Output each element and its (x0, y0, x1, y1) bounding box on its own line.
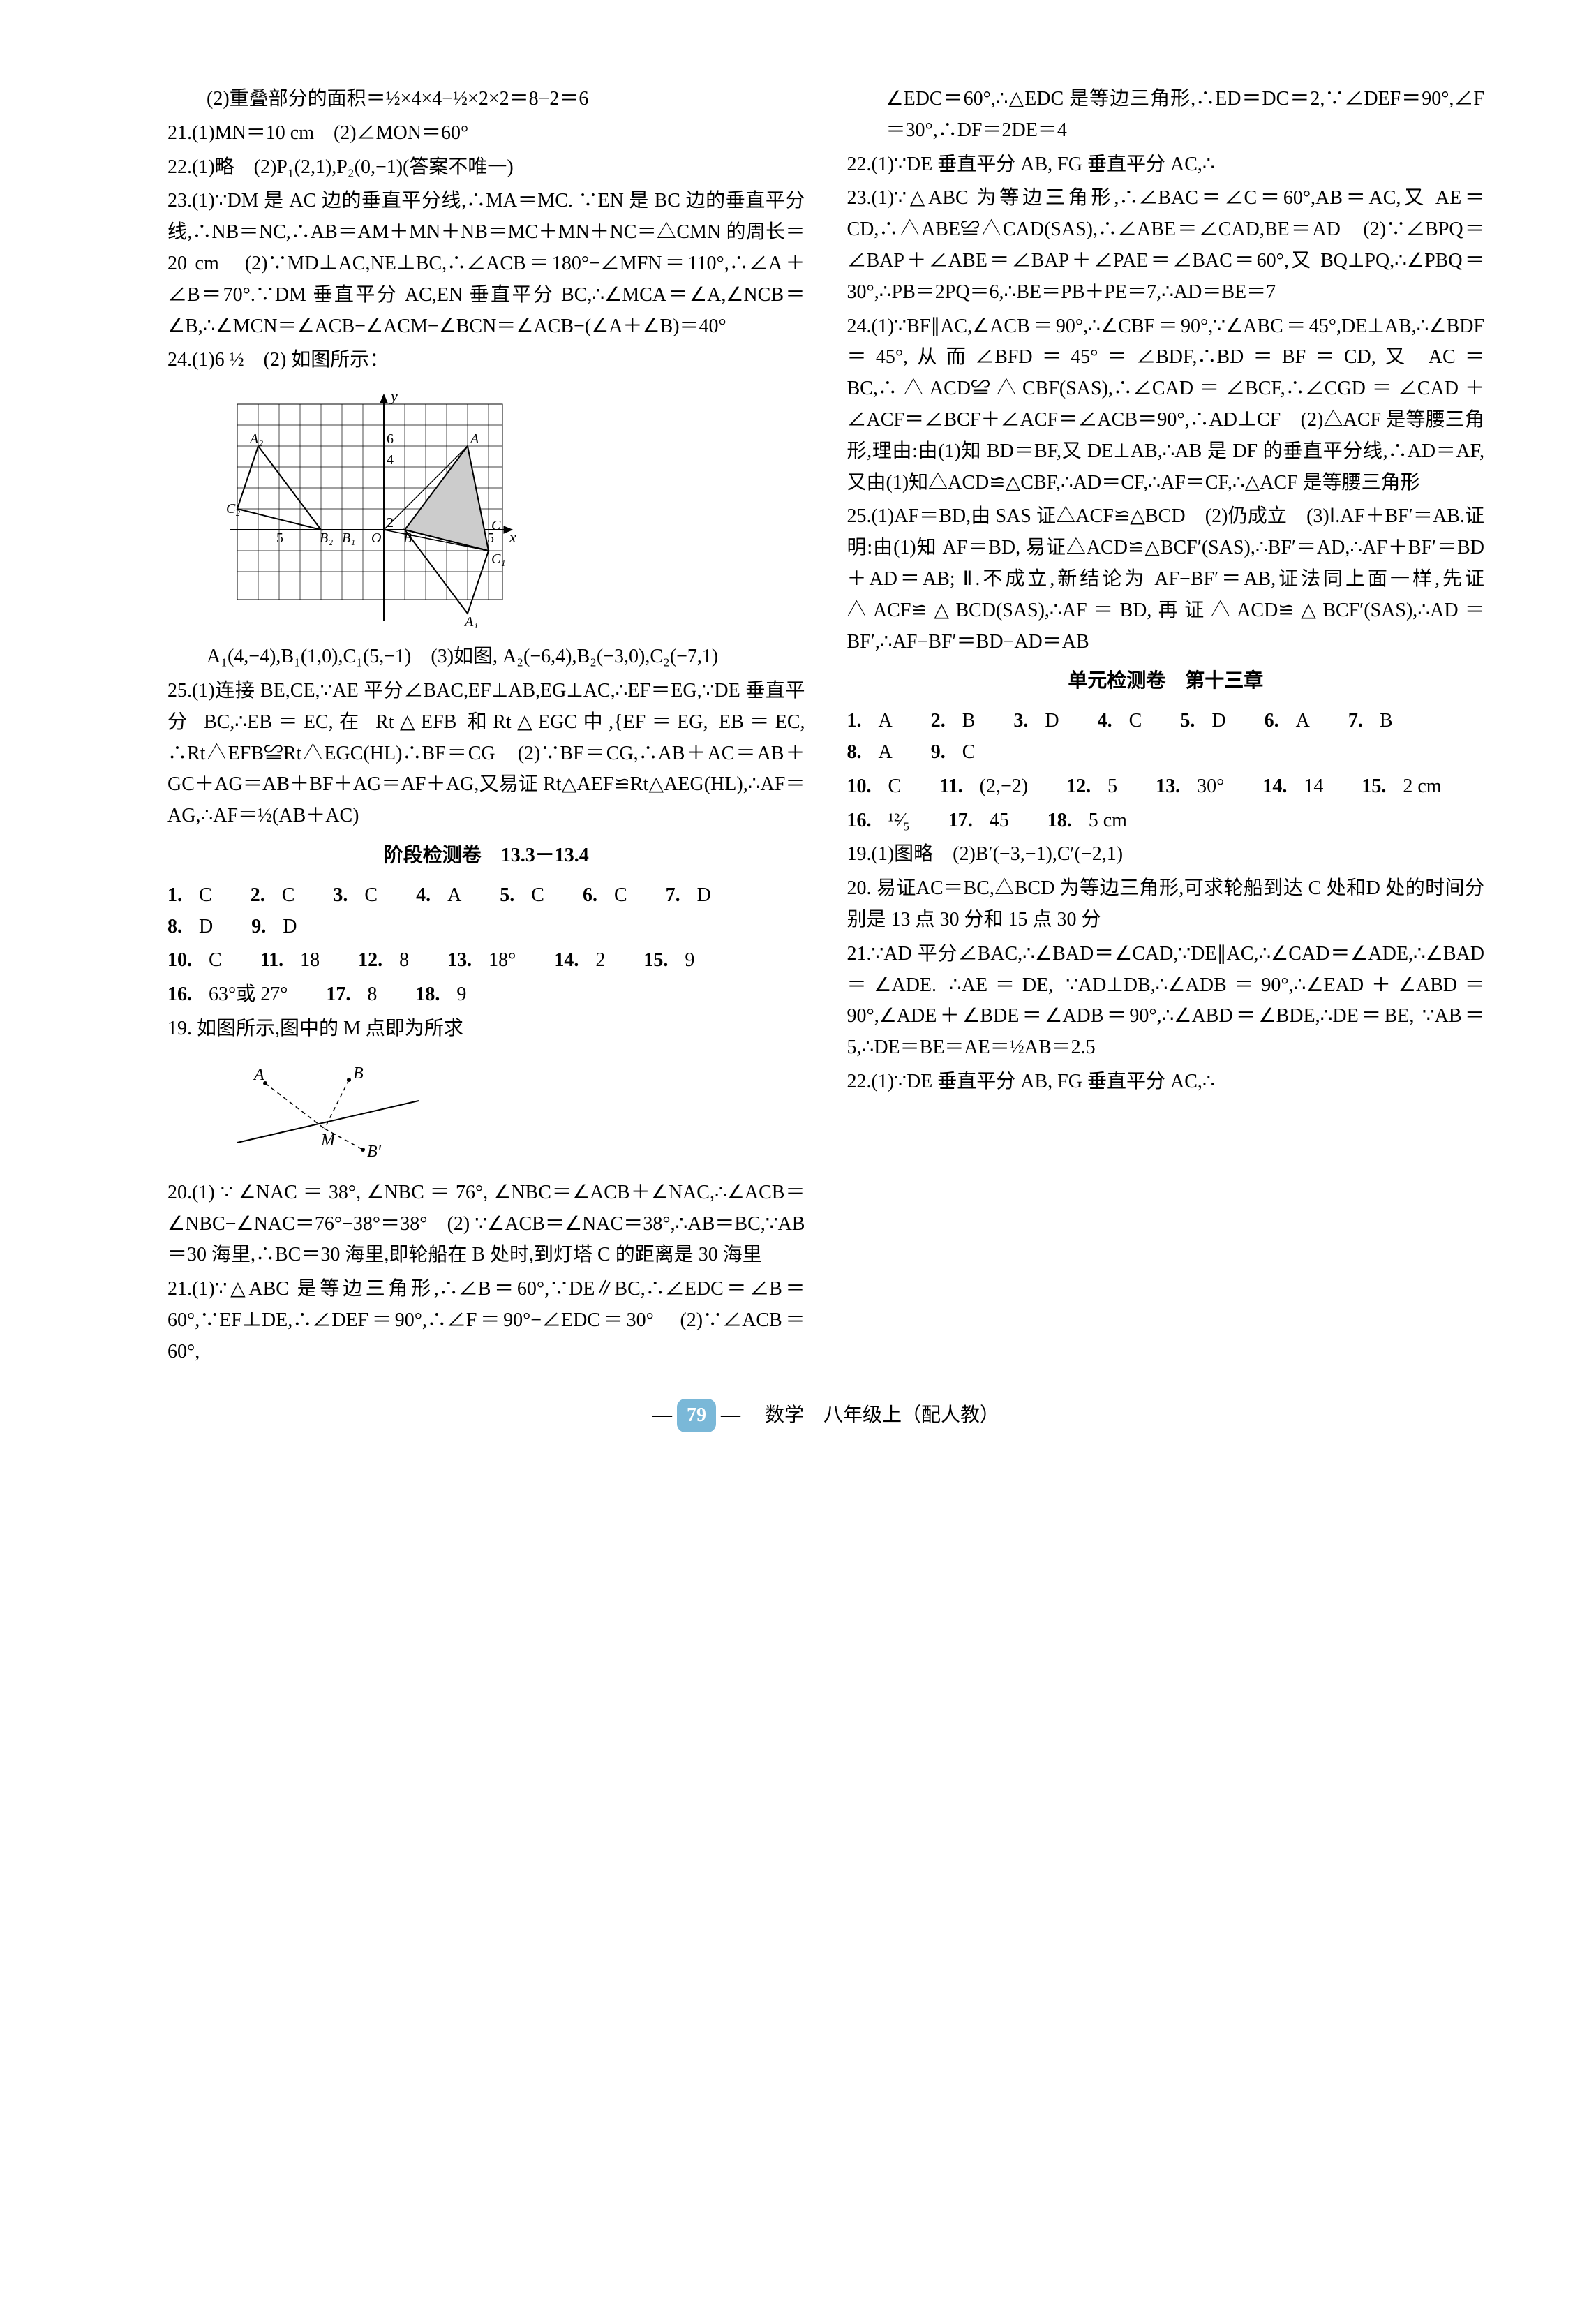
svg-text:M: M (320, 1131, 336, 1150)
r-q22b: 22.(1)∵DE 垂直平分 AB, FG 垂直平分 AC,∴ (847, 1067, 1485, 1098)
r-answers-row-1: 1.A 2.B 3.D 4.C 5.D 6.A 7.B 8.A 9.C (847, 706, 1485, 768)
page-number-badge: 79 (677, 1399, 716, 1433)
svg-text:6: 6 (387, 431, 394, 447)
q22: 22.(1)略 (2)P₁(2,1),P₂(0,−1)(答案不唯一) (167, 152, 805, 184)
r-q19: 19.(1)图略 (2)B′(−3,−1),C′(−2,1) (847, 839, 1485, 870)
r-answers-row-2: 10.C 11.(2,−2) 12.5 13.30° 14.14 15.2 cm (847, 771, 1485, 803)
q24coords: A₁(4,−4),B₁(1,0),C₁(5,−1) (3)如图, A₂(−6,4… (167, 641, 805, 673)
svg-text:A: A (253, 1066, 264, 1084)
page-footer: — 79 — 数学 八年级上（配人教） (167, 1399, 1484, 1433)
q21: 21.(1)MN＝10 cm (2)∠MON＝60° (167, 118, 805, 149)
q19: 19. 如图所示,图中的 M 点即为所求 (167, 1013, 805, 1045)
answers-row-2: 10.C 11.18 12.8 13.18° 14.2 15.9 (167, 945, 805, 977)
svg-text:B₁: B₁ (342, 530, 355, 546)
line-figure: A B M B′ (223, 1059, 805, 1164)
svg-text:C₂: C₂ (226, 501, 240, 517)
ans-num: 1. (167, 880, 182, 912)
svg-text:B: B (353, 1064, 364, 1083)
footer-label: 数学 八年级上（配人教） (765, 1404, 999, 1426)
svg-text:B₂: B₂ (320, 530, 333, 546)
q25: 25.(1)连接 BE,CE,∵AE 平分∠BAC,EF⊥AB,EG⊥AC,∴E… (167, 676, 805, 832)
svg-text:C: C (491, 518, 501, 533)
answers-row-3: 16.63°或 27° 17.8 18.9 (167, 979, 805, 1011)
r-q20: 20. 易证AC＝BC,△BCD 为等边三角形,可求轮船到达 C 处和D 处的时… (847, 873, 1485, 936)
answers-row-1: 1.C 2.C 3.C 4.A 5.C 6.C 7.D 8.D 9.D (167, 880, 805, 943)
svg-text:O: O (371, 530, 381, 546)
svg-text:2: 2 (387, 515, 394, 530)
q21b: 21.(1)∵△ABC 是等边三角形,∴∠B＝60°,∵DE∥BC,∴∠EDC＝… (167, 1274, 805, 1367)
q23: 23.(1)∵DM 是 AC 边的垂直平分线,∴MA＝MC. ∵EN 是 BC … (167, 186, 805, 342)
svg-text:A₁: A₁ (463, 614, 478, 628)
q20b: (2)重叠部分的面积＝½×4×4−½×2×2＝8−2＝6 (167, 84, 805, 115)
svg-text:4: 4 (387, 452, 394, 468)
r-q21: 21.∵AD 平分∠BAC,∴∠BAD＝∠CAD,∵DE∥AC,∴∠CAD＝∠A… (847, 939, 1485, 1064)
svg-text:x: x (509, 528, 516, 546)
svg-text:A: A (469, 431, 479, 447)
q20: 20.(1) ∵ ∠NAC ＝ 38°, ∠NBC ＝ 76°, ∠NBC＝∠A… (167, 1178, 805, 1271)
r-q22: 22.(1)∵DE 垂直平分 AB, FG 垂直平分 AC,∴ (847, 149, 1485, 181)
subhead-unit: 单元检测卷 第十三章 (847, 666, 1485, 697)
grid-figure: y x 6 4 2 O 5 5 A B C A₁ B₁ C₁ A₂ B₂ C₂ (223, 390, 805, 628)
r-q24: 24.(1)∵BF∥AC,∠ACB＝90°,∴∠CBF＝90°,∵∠ABC＝45… (847, 311, 1485, 499)
svg-text:y: y (389, 390, 398, 405)
svg-text:C₁: C₁ (491, 551, 505, 567)
q24a: 24.(1)6 ½ (2) 如图所示： (167, 345, 805, 376)
subhead-stage: 阶段检测卷 13.3－13.4 (167, 840, 805, 872)
r-answers-row-3: 16.¹²⁄₅ 17.45 18.5 cm (847, 805, 1485, 837)
left-column: (2)重叠部分的面积＝½×4×4−½×2×2＝8−2＝6 21.(1)MN＝10… (167, 84, 805, 1371)
r-q25: 25.(1)AF＝BD,由 SAS 证△ACF≌△BCD (2)仍成立 (3)Ⅰ… (847, 501, 1485, 658)
svg-text:5: 5 (276, 530, 283, 546)
right-column: ∠EDC＝60°,∴△EDC 是等边三角形,∴ED＝DC＝2,∵∠DEF＝90°… (847, 84, 1485, 1371)
svg-text:B′: B′ (367, 1143, 382, 1161)
r-q23: 23.(1)∵△ABC 为等边三角形,∴∠BAC＝∠C＝60°,AB＝AC,又 … (847, 183, 1485, 308)
page-columns: (2)重叠部分的面积＝½×4×4−½×2×2＝8−2＝6 21.(1)MN＝10… (167, 84, 1484, 1371)
svg-text:A₂: A₂ (248, 431, 263, 447)
svg-text:B: B (403, 530, 412, 546)
r-q21cont: ∠EDC＝60°,∴△EDC 是等边三角形,∴ED＝DC＝2,∵∠DEF＝90°… (847, 84, 1485, 147)
ans-val: C (199, 880, 212, 912)
